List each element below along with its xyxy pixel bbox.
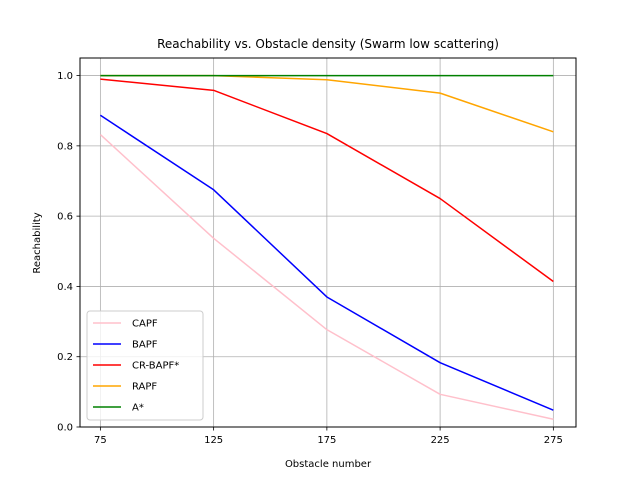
x-axis-title: Obstacle number: [285, 459, 372, 470]
series-line-bapf: [99, 114, 554, 411]
x-tick-label: 225: [431, 435, 450, 446]
y-tick-label: 0.8: [57, 141, 73, 152]
series-layer: [99, 74, 554, 421]
series-line-capf: [99, 134, 554, 421]
x-tick-label: 125: [204, 435, 223, 446]
legend-label: RAPF: [132, 382, 157, 393]
x-tick-label: 175: [317, 435, 336, 446]
x-tick-label: 275: [544, 435, 563, 446]
x-tick-label: 75: [94, 435, 107, 446]
y-axis: 0.0 0.2 0.4 0.6 0.8 1.0: [57, 71, 80, 434]
legend-box: [86, 310, 204, 421]
plot-frame: [79, 57, 577, 428]
series-line-cr-bapf: [100, 78, 554, 283]
y-tick-label: 0.2: [57, 352, 73, 363]
y-tick-label: 1.0: [57, 71, 73, 82]
y-axis-title: Reachability: [32, 212, 43, 273]
y-tick-label: 0.4: [57, 282, 73, 293]
y-tick-label: 0.6: [57, 212, 73, 223]
y-tick-label: 0.0: [57, 423, 73, 434]
chart-title: Reachability vs. Obstacle density (Swarm…: [157, 37, 499, 51]
legend-label: CR-BAPF*: [132, 361, 179, 372]
legend-label: A*: [132, 403, 144, 414]
legend: CAPF BAPF CR-BAPF* RAPF A*: [86, 310, 204, 421]
legend-label: BAPF: [132, 340, 158, 351]
legend-label: CAPF: [132, 319, 158, 330]
x-axis: 75 125 175 225 275: [94, 427, 563, 446]
